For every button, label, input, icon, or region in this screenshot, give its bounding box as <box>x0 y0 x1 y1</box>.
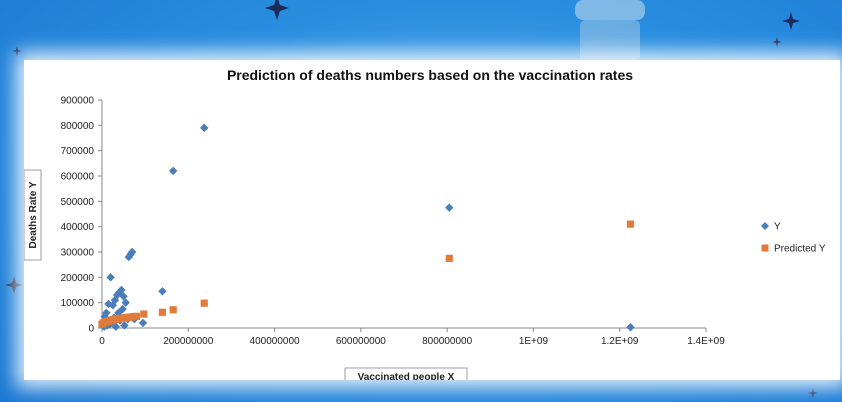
legend-marker <box>761 222 769 230</box>
data-point-predicted-y <box>200 299 208 307</box>
data-point-y <box>102 308 111 317</box>
data-point-y <box>200 123 209 133</box>
data-point-predicted-y <box>132 312 141 320</box>
y-tick-label: 700000 <box>61 146 95 157</box>
y-tick-label: 900000 <box>61 96 95 107</box>
data-point-y <box>121 298 130 307</box>
legend-label: Predicted Y <box>774 244 826 255</box>
data-point-predicted-y <box>169 306 177 314</box>
data-point-y <box>626 323 635 332</box>
series-layer <box>98 123 635 332</box>
data-point-y <box>128 247 137 257</box>
y-tick-label: 200000 <box>61 273 95 284</box>
scatter-chart: Prediction of deaths numbers based on th… <box>24 67 826 380</box>
x-tick-label: 0 <box>99 336 105 347</box>
y-axis-title-box: Deaths Rate Y <box>24 169 42 261</box>
x-tick-label: 1E+09 <box>519 336 549 347</box>
data-point-predicted-y <box>158 308 166 316</box>
chart-title: Prediction of deaths numbers based on th… <box>227 67 633 83</box>
y-tick-label: 800000 <box>61 121 95 132</box>
chart-panel: Prediction of deaths numbers based on th… <box>24 60 840 380</box>
data-point-y <box>158 287 167 296</box>
data-point-y <box>138 318 148 328</box>
y-tick-label: 0 <box>88 324 94 335</box>
x-tick-label: 800000000 <box>422 336 472 347</box>
x-axis: 0 200000000 400000000 600000000 800000000 1E+… <box>99 327 725 347</box>
y-tick-label: 500000 <box>61 197 95 208</box>
data-point-y <box>117 285 126 295</box>
x-tick-label: 1.2E+09 <box>601 336 639 347</box>
data-point-y <box>119 292 128 301</box>
legend: Y Predicted Y <box>761 222 826 255</box>
data-point-y <box>111 322 121 331</box>
data-point-y <box>445 203 454 212</box>
x-axis-title-box: Vaccinated people X <box>344 367 468 380</box>
legend-marker <box>761 244 769 252</box>
y-axis-title: Deaths Rate Y <box>28 181 39 248</box>
data-point-y <box>118 304 127 314</box>
y-tick-label: 600000 <box>61 172 95 183</box>
y-tick-label: 400000 <box>61 222 95 233</box>
x-tick-label: 1.4E+09 <box>687 336 725 347</box>
y-tick-label: 300000 <box>61 248 95 259</box>
x-axis-title: Vaccinated people X <box>358 372 455 380</box>
data-point-y <box>120 321 129 330</box>
series-predicted-y <box>98 220 635 328</box>
data-point-y <box>106 273 115 282</box>
data-point-predicted-y <box>445 254 453 262</box>
x-tick-label: 200000000 <box>163 336 213 347</box>
y-tick-label: 100000 <box>61 298 95 309</box>
data-point-predicted-y <box>626 220 635 228</box>
data-point-predicted-y <box>140 310 148 318</box>
x-tick-label: 600000000 <box>336 336 386 347</box>
data-point-y <box>168 166 178 176</box>
series-y <box>99 123 635 332</box>
x-tick-label: 400000000 <box>250 336 300 347</box>
vaccine-vial-icon <box>575 0 645 62</box>
sparkle-icon <box>5 0 818 398</box>
legend-label: Y <box>774 222 781 233</box>
y-axis: 0 100000 200000 300000 400000 500000 600000 700… <box>61 96 103 335</box>
